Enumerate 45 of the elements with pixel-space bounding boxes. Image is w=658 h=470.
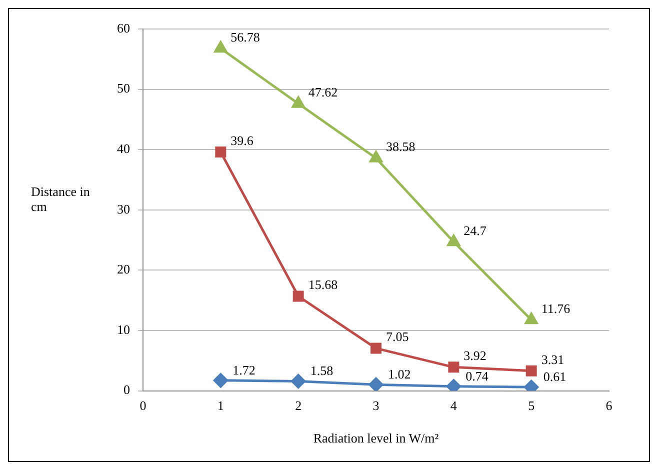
x-tick-label: 2 — [295, 398, 302, 414]
data-label: 7.05 — [386, 329, 409, 344]
data-label: 1.02 — [388, 366, 411, 382]
data-label: 24.7 — [464, 222, 487, 238]
point — [524, 312, 538, 324]
data-label: 1.72 — [232, 362, 256, 378]
data-label: 3.92 — [464, 348, 486, 364]
data-label: 0.74 — [466, 368, 489, 384]
x-tick-label: 1 — [217, 398, 224, 414]
y-tick-label: 50 — [117, 80, 130, 96]
x-axis-title: Radiation level in W/m² — [313, 430, 439, 446]
point — [370, 342, 382, 354]
data-label: 39.6 — [230, 132, 254, 148]
point — [292, 96, 305, 108]
data-label: 47.62 — [308, 84, 338, 100]
data-label: 11.76 — [541, 300, 571, 316]
point — [370, 150, 382, 162]
y-axis-title: Distance in cm — [31, 184, 90, 214]
y-tick-label: 60 — [117, 20, 130, 36]
y-tick-label: 0 — [124, 382, 130, 398]
point — [215, 146, 226, 158]
y-tick-label: 30 — [117, 201, 130, 216]
point — [447, 234, 460, 246]
data-label: 1.58 — [310, 363, 334, 378]
point — [526, 365, 537, 376]
data-label: 0.61 — [543, 369, 566, 384]
y-tick-label: 20 — [117, 262, 130, 277]
x-tick-label: 0 — [140, 398, 146, 414]
x-tick-label: 5 — [528, 398, 535, 414]
data-label: 3.31 — [541, 352, 564, 367]
x-tick-label: 6 — [606, 398, 613, 414]
point — [368, 377, 384, 391]
y-tick-label: 10 — [117, 322, 130, 337]
data-label: 56.78 — [230, 29, 260, 44]
point — [448, 362, 460, 373]
point — [446, 379, 461, 391]
y-tick-label: 40 — [117, 141, 130, 156]
data-label: 15.68 — [308, 277, 338, 292]
point — [292, 290, 304, 302]
data-label: 38.58 — [386, 139, 416, 154]
point — [214, 41, 228, 53]
point — [213, 373, 228, 388]
x-tick-label: 3 — [372, 398, 380, 414]
point — [291, 374, 306, 389]
x-tick-label: 4 — [450, 398, 458, 414]
